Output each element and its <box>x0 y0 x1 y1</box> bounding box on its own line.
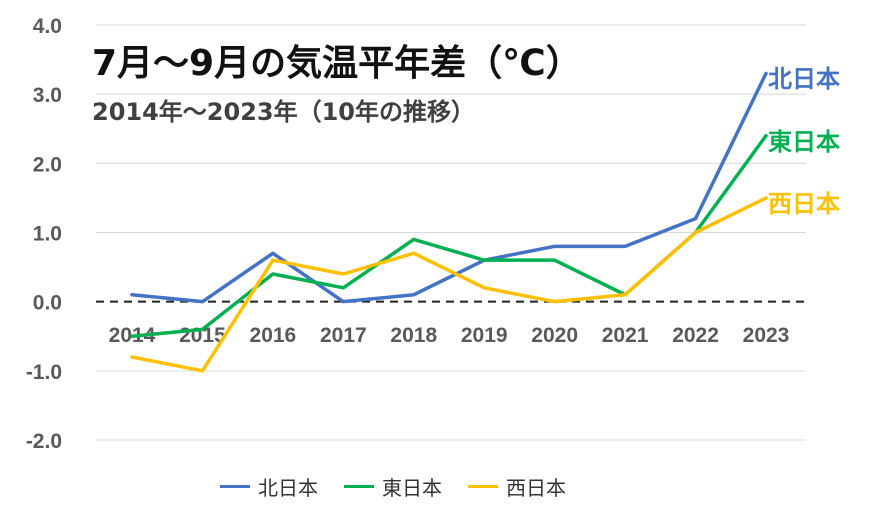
series-end-label-east: 東日本 <box>768 127 840 156</box>
chart-legend: 北日本 東日本 西日本 <box>220 472 566 501</box>
legend-swatch-north <box>220 485 250 488</box>
legend-label-east: 東日本 <box>382 476 442 500</box>
legend-label-west: 西日本 <box>506 476 566 500</box>
x-tick-label: 2018 <box>390 324 437 347</box>
series-end-label-north: 北日本 <box>768 65 840 94</box>
series-end-label-west: 西日本 <box>768 189 840 218</box>
x-tick-label: 2016 <box>250 324 297 347</box>
x-tick-label: 2017 <box>320 324 367 347</box>
x-tick-label: 2023 <box>743 324 790 347</box>
y-tick-label: 0.0 <box>33 292 62 315</box>
legend-swatch-east <box>344 485 374 488</box>
series-line-0 <box>130 71 768 304</box>
y-tick-label: 1.0 <box>33 223 62 246</box>
legend-label-north: 北日本 <box>258 476 318 500</box>
x-tick-label: 2022 <box>672 324 719 347</box>
x-tick-label: 2021 <box>602 324 649 347</box>
legend-item-north: 北日本 <box>220 472 318 501</box>
y-tick-label: 4.0 <box>33 15 62 38</box>
series-line-1 <box>130 133 768 338</box>
y-tick-label: 2.0 <box>33 153 62 176</box>
legend-swatch-west <box>468 485 498 488</box>
legend-item-west: 西日本 <box>468 472 566 501</box>
y-tick-label: -2.0 <box>26 430 62 453</box>
x-tick-label: 2020 <box>531 324 578 347</box>
legend-item-east: 東日本 <box>344 472 442 501</box>
y-tick-label: 3.0 <box>33 84 62 107</box>
series-line-2 <box>130 196 768 373</box>
y-tick-label: -1.0 <box>26 361 62 384</box>
chart-subtitle: 2014年～2023年（10年の推移） <box>92 98 475 126</box>
x-tick-label: 2019 <box>461 324 508 347</box>
chart-title: 7月～9月の気温平年差（℃） <box>92 43 582 84</box>
